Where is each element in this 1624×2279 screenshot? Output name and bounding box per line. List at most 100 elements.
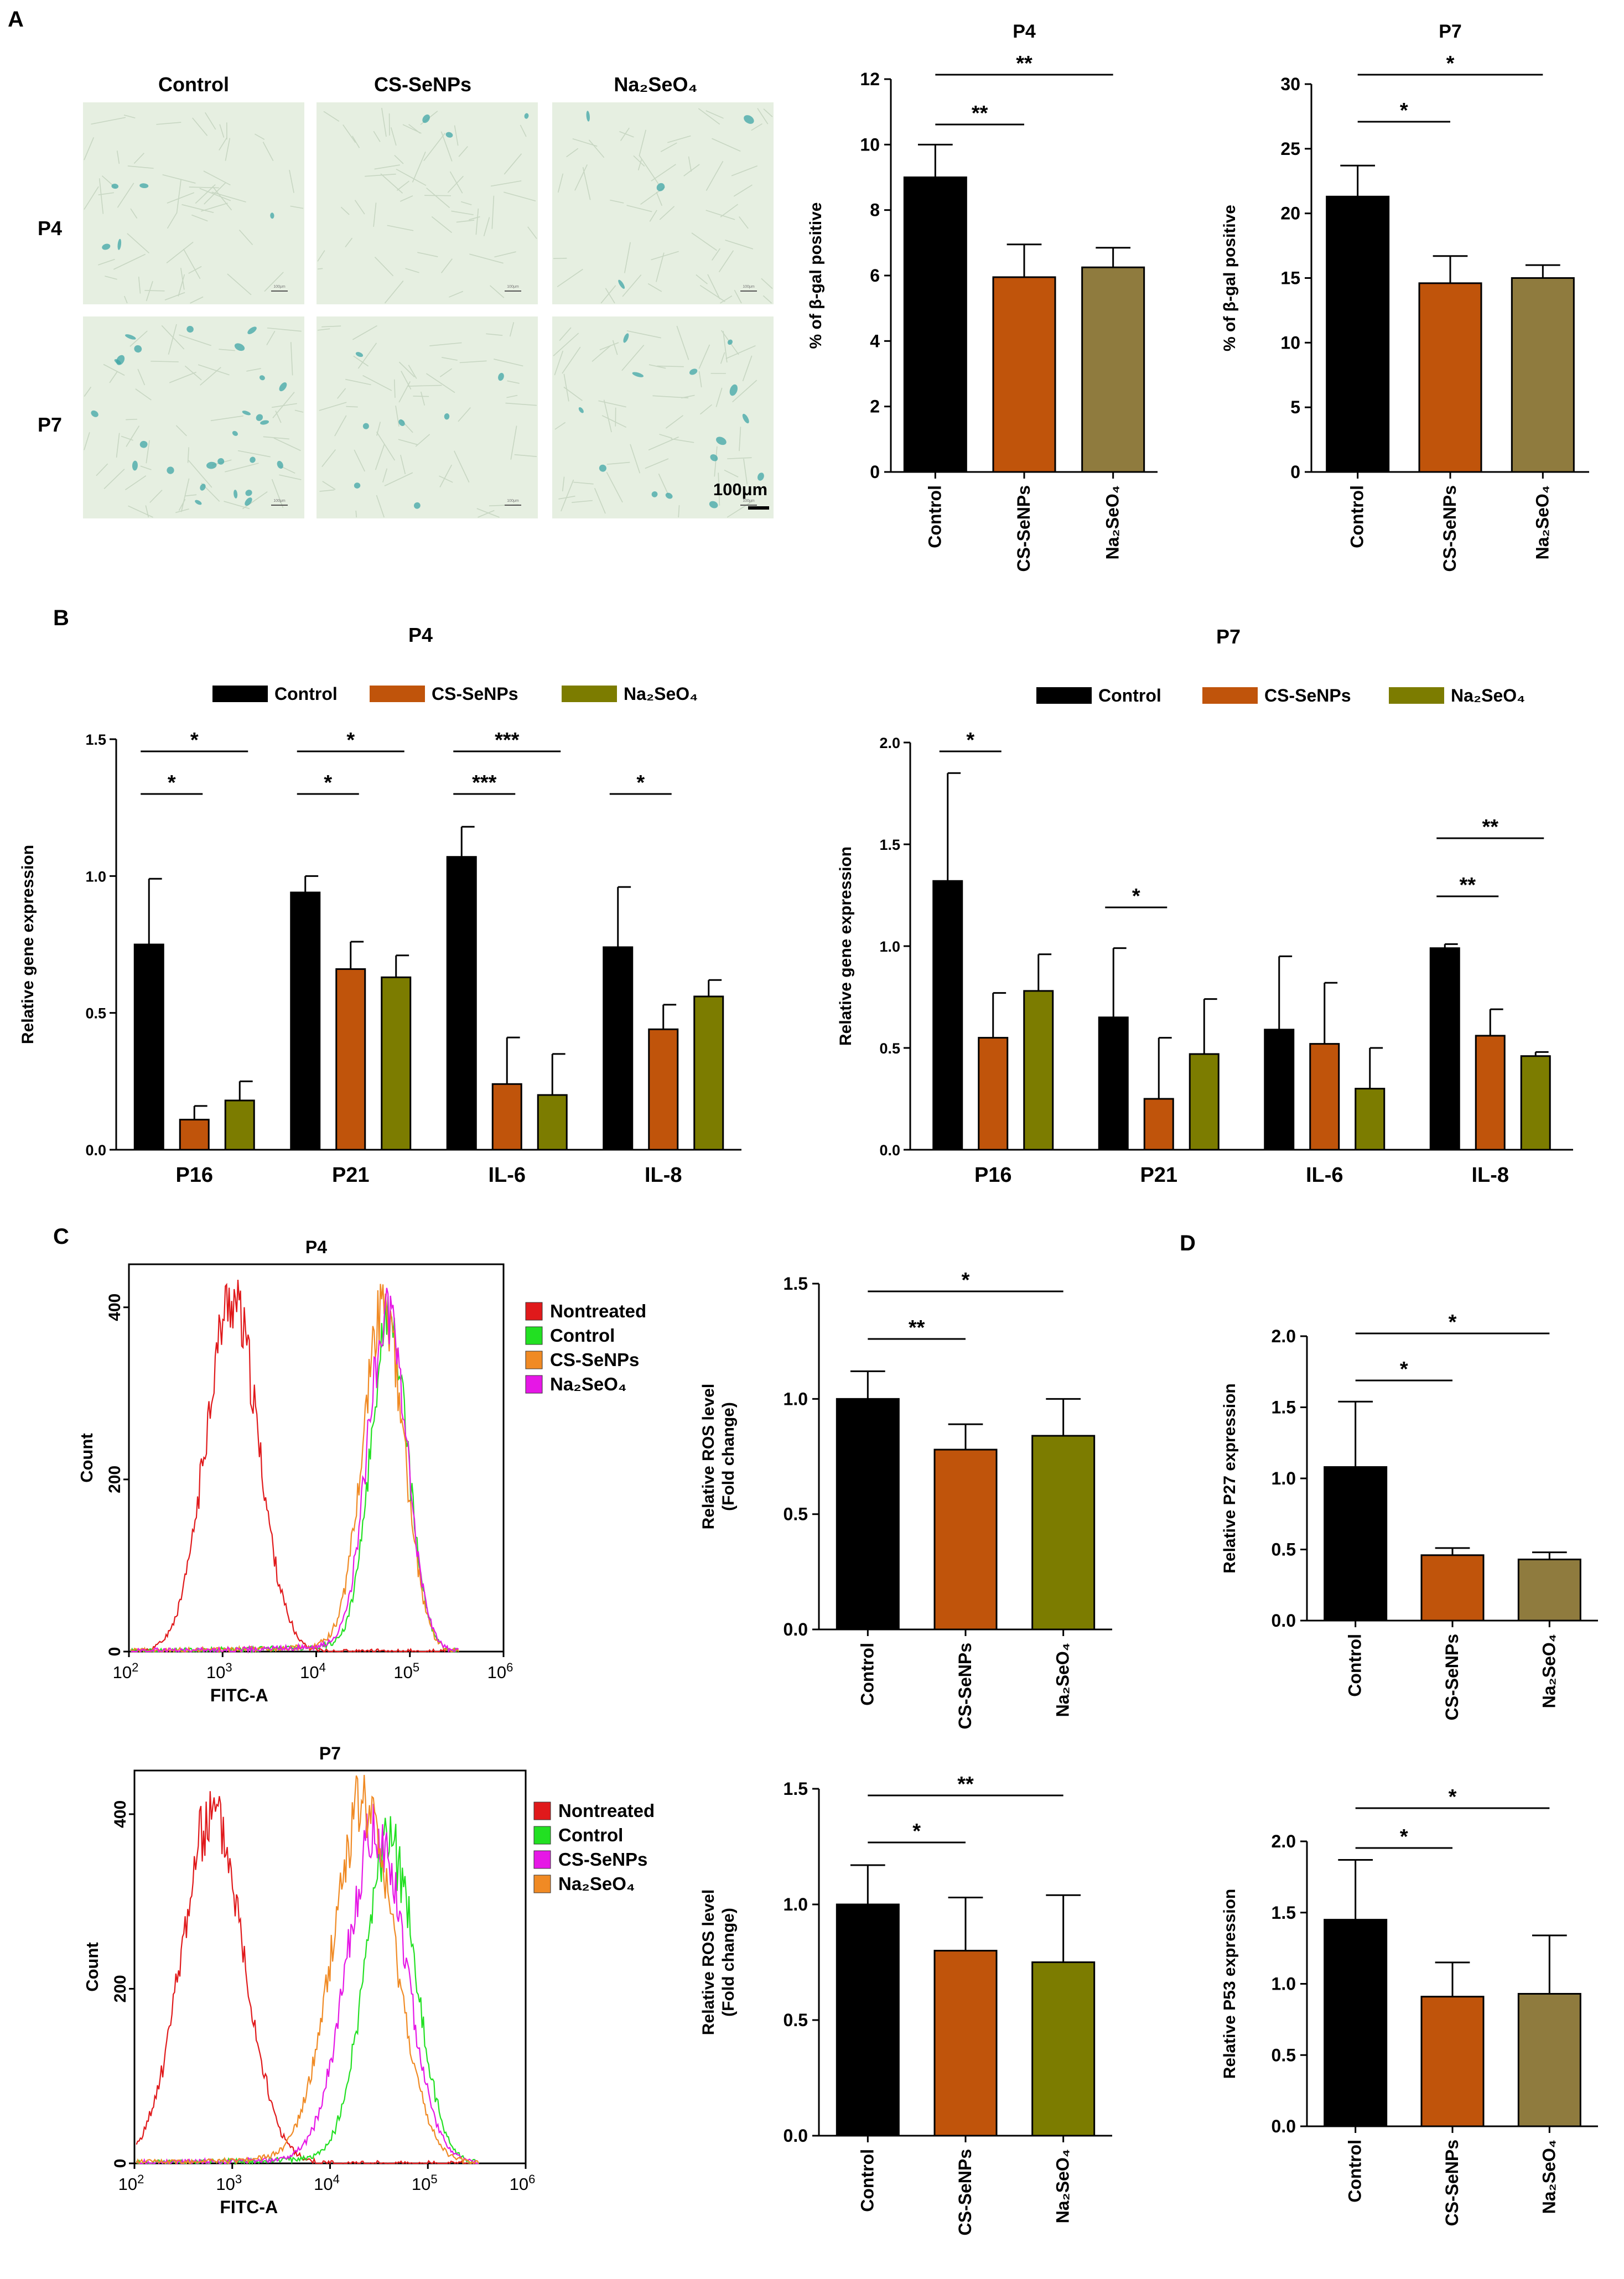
- cell-fiber: [681, 394, 695, 399]
- cell-fiber: [175, 425, 187, 437]
- cell-fiber: [219, 349, 235, 351]
- cell-fiber: [402, 124, 422, 134]
- x-tick-label: Na₂SeO₄: [1532, 485, 1552, 559]
- legend-swatch: [212, 686, 268, 702]
- legend-label: CS-SeNPs: [558, 1849, 647, 1870]
- bar-Control-IL-6: [1264, 1029, 1295, 1151]
- beta-gal-positive-cell: [195, 500, 202, 505]
- cell-fiber: [146, 440, 150, 464]
- cell-fiber: [647, 283, 662, 292]
- tile-scale-text: 100μm: [273, 499, 286, 503]
- cell-fiber: [178, 499, 186, 511]
- cell-fiber: [423, 133, 446, 162]
- cell-fiber: [203, 170, 231, 186]
- x-tick-label: 106: [510, 2172, 536, 2194]
- x-tick-label: Na₂SeO₄: [1053, 2149, 1073, 2223]
- cell-fiber: [272, 392, 295, 418]
- histogram-Nontreated: [130, 1280, 459, 1653]
- cell-fiber: [622, 274, 642, 297]
- beta-gal-positive-cell: [445, 132, 453, 138]
- cell-fiber: [489, 285, 505, 298]
- cell-fiber: [420, 391, 426, 406]
- cell-fiber: [439, 475, 453, 483]
- cell-fiber: [127, 165, 154, 169]
- cell-fiber: [648, 364, 666, 369]
- cell-fiber: [225, 463, 259, 473]
- beta-gal-positive-cell: [102, 243, 111, 250]
- cell-fiber: [678, 505, 680, 518]
- cell-fiber: [242, 491, 268, 510]
- cell-fiber: [707, 274, 720, 299]
- x-tick-label: 102: [118, 2172, 144, 2194]
- significance-stars: *: [168, 771, 176, 795]
- cell-fiber: [246, 368, 261, 372]
- cell-fiber: [478, 510, 495, 518]
- cell-fiber: [317, 328, 330, 331]
- x-tick-label: IL-8: [1471, 1164, 1509, 1187]
- cell-fiber: [289, 169, 294, 193]
- cell-fiber: [255, 133, 265, 140]
- y-tick-label: 1.0: [1272, 1468, 1296, 1488]
- cell-fiber: [676, 325, 689, 360]
- cell-fiber: [494, 359, 523, 367]
- legend-swatch: [533, 1875, 551, 1893]
- cell-fiber: [126, 425, 140, 447]
- y-tick-label: 1.5: [85, 731, 106, 748]
- cell-fiber: [705, 160, 724, 191]
- cell-fiber: [180, 268, 185, 290]
- cell-fiber: [126, 418, 137, 421]
- legend-label: Na₂SeO₄: [550, 1374, 627, 1394]
- bar-Control-IL-8: [603, 946, 634, 1151]
- cell-fiber: [439, 464, 453, 488]
- scale-bar-label: 100μm: [713, 480, 767, 499]
- cell-fiber: [384, 472, 413, 486]
- y-tick-label: 0.5: [1272, 1540, 1296, 1560]
- bar-Na₂SeO₄: [1517, 1558, 1581, 1622]
- histogram-Nontreated: [136, 1791, 479, 2165]
- y-tick-label: 200: [111, 1975, 129, 2002]
- x-tick-label: Control: [925, 485, 945, 548]
- beta-gal-positive-cell: [710, 454, 718, 461]
- cell-fiber: [390, 127, 397, 146]
- cell-fiber: [490, 180, 522, 187]
- legend-swatch: [533, 1802, 551, 1820]
- cell-fiber: [720, 204, 738, 217]
- chart-c-flow-p4: P4 0 200 400 Count 102 103 104 105 106 FITC-A Nontr…: [77, 1237, 646, 1705]
- cell-fiber: [659, 206, 675, 220]
- beta-gal-positive-cell: [623, 333, 629, 343]
- beta-gal-positive-cell: [245, 497, 252, 506]
- cell-fiber: [459, 360, 487, 364]
- cell-fiber: [354, 449, 365, 472]
- chart-a-p4: 0 2 4 6 8 10 12 P4 % of β-gal positive Control CS-…: [807, 21, 1158, 572]
- cell-fiber: [189, 186, 219, 189]
- beta-gal-positive-cell: [206, 461, 217, 469]
- cell-fiber: [353, 355, 369, 367]
- y-tick-label: 10: [860, 134, 880, 154]
- cell-fiber: [169, 371, 196, 383]
- cell-fiber: [227, 273, 252, 295]
- legend-label: Na₂SeO₄: [558, 1873, 635, 1894]
- bar-Na₂SeO₄-P16: [1023, 990, 1054, 1151]
- x-tick-label: CS-SeNPs: [1440, 485, 1460, 572]
- micrograph-tile: [317, 102, 538, 304]
- cell-fiber: [211, 191, 246, 203]
- cell-fiber: [658, 473, 669, 496]
- cell-fiber: [113, 253, 146, 270]
- y-tick-label: 2: [870, 397, 880, 417]
- y-tick-label: 0.5: [784, 2010, 808, 2030]
- cell-fiber: [504, 191, 536, 202]
- bar-Na₂SeO₄-P21: [381, 976, 412, 1151]
- significance-stars: *: [1446, 52, 1455, 75]
- cell-fiber: [469, 216, 480, 221]
- x-axis-label: FITC-A: [210, 1685, 268, 1705]
- legend-label: CS-SeNPs: [550, 1349, 639, 1370]
- beta-gal-positive-cell: [125, 334, 136, 340]
- x-tick-label: 103: [216, 2172, 242, 2194]
- cell-fiber: [319, 489, 335, 492]
- cell-fiber: [651, 251, 679, 261]
- cell-fiber: [657, 365, 684, 367]
- micro-row-p4: P4: [38, 217, 62, 240]
- cell-fiber: [724, 469, 739, 477]
- cell-fiber: [294, 409, 304, 413]
- y-axis-label: Relative ROS level: [699, 1384, 718, 1529]
